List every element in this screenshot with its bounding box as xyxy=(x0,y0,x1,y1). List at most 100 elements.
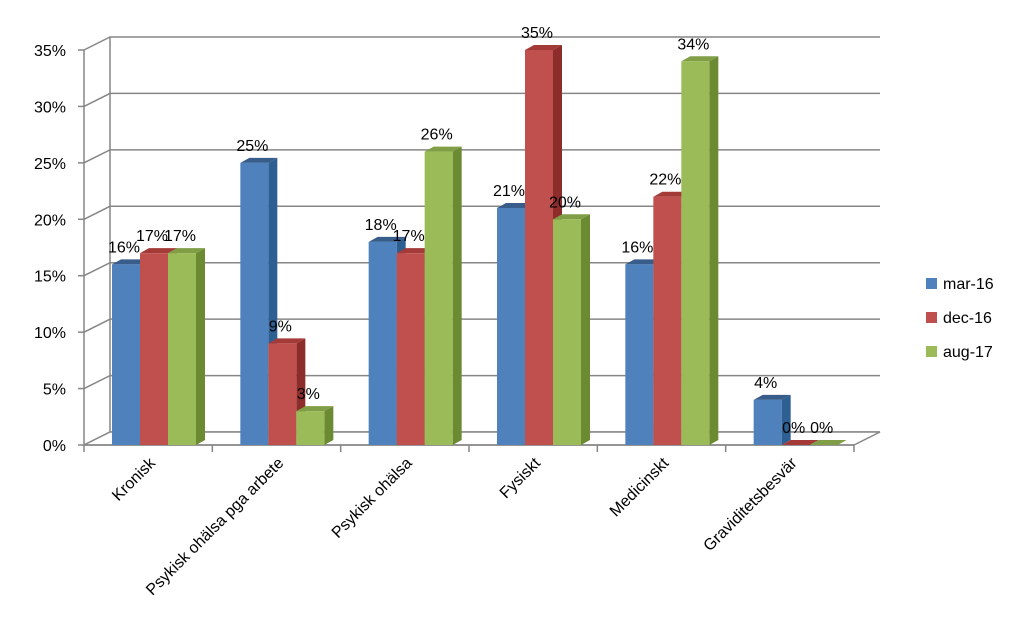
category-label: Graviditetsbesvär xyxy=(701,454,802,555)
legend-item-dec-16: dec-16 xyxy=(926,310,992,327)
bar-side xyxy=(196,248,205,445)
data-label: 18% xyxy=(365,217,397,234)
data-label: 16% xyxy=(108,239,140,256)
bar-top xyxy=(809,440,847,445)
legend-item-aug-17: aug-17 xyxy=(926,344,993,361)
bar-top xyxy=(396,248,434,254)
bar-front xyxy=(653,196,682,445)
bar-front xyxy=(368,241,397,445)
bar-side xyxy=(781,394,791,445)
bar-front xyxy=(296,411,325,445)
bar-top xyxy=(424,146,462,152)
bar-top xyxy=(553,214,590,220)
gridline xyxy=(83,36,880,51)
data-label: 34% xyxy=(677,36,709,53)
bar-front xyxy=(681,61,710,446)
bar-front xyxy=(753,399,782,445)
data-label: 0% xyxy=(782,420,805,437)
gridline xyxy=(83,318,880,333)
bar-top xyxy=(168,248,205,254)
y-tick-label: 10% xyxy=(34,325,66,342)
bar-top xyxy=(781,440,819,445)
bar-front xyxy=(268,343,297,445)
bar-top xyxy=(112,259,149,265)
data-label: 16% xyxy=(621,239,653,256)
category-label: Kronisk xyxy=(109,454,159,504)
legend-label: aug-17 xyxy=(943,344,993,361)
legend-swatch xyxy=(926,278,937,289)
legend-label: mar-16 xyxy=(943,276,994,293)
bars xyxy=(112,45,847,446)
data-label: 17% xyxy=(136,228,168,245)
bar-top xyxy=(625,259,663,265)
bar-dec-16-6 xyxy=(781,440,819,445)
gridline xyxy=(83,149,880,164)
bar-front xyxy=(497,208,525,445)
category-label: Medicinskt xyxy=(607,454,673,520)
data-label: 20% xyxy=(549,194,581,211)
y-tick-label: 15% xyxy=(34,269,66,286)
bar-front xyxy=(168,253,196,445)
gridline xyxy=(83,205,880,220)
y-tick-label: 0% xyxy=(43,438,66,455)
data-label: 25% xyxy=(236,138,268,155)
bar-side xyxy=(581,214,590,445)
data-labels: 16%17%17%25%9%3%18%17%26%21%35%20%16%22%… xyxy=(108,25,833,437)
legend-item-mar-16: mar-16 xyxy=(926,276,994,293)
bar-mar-16-6 xyxy=(753,394,791,445)
bar-front xyxy=(424,151,453,446)
data-label: 35% xyxy=(521,25,553,42)
bar-front xyxy=(140,253,168,445)
data-label: 0% xyxy=(810,420,833,437)
category-label: Psykisk ohälsa pga arbete xyxy=(143,455,287,599)
bar-top xyxy=(681,56,719,62)
bar-side xyxy=(324,406,334,445)
y-tick-label: 30% xyxy=(34,99,66,116)
gridline xyxy=(83,92,880,108)
bar-top xyxy=(268,338,306,344)
bar-side xyxy=(709,56,719,446)
bar-top xyxy=(525,45,562,50)
data-label: 17% xyxy=(164,228,196,245)
bar-front xyxy=(625,264,654,445)
y-axis: 0% 5% 10% 15% 20% 25% 30% 35% xyxy=(34,43,66,455)
bar-front xyxy=(112,264,140,445)
bar-aug-17-2 xyxy=(296,406,334,445)
data-label: 9% xyxy=(269,318,292,335)
bar-front xyxy=(240,162,269,445)
y-tick-label: 25% xyxy=(34,156,66,173)
category-label: Psykisk ohälsa xyxy=(329,455,416,542)
y-tick-label: 35% xyxy=(34,43,66,60)
data-label: 26% xyxy=(421,127,453,144)
y-tick-label: 20% xyxy=(34,212,66,229)
bar-aug-17-3 xyxy=(424,146,462,446)
legend-label: dec-16 xyxy=(943,310,992,327)
bar-top xyxy=(753,394,791,400)
bar-front xyxy=(396,253,425,445)
y-tick-label: 5% xyxy=(43,382,66,399)
legend: mar-16 dec-16 aug-17 xyxy=(926,276,994,361)
gridline xyxy=(83,374,880,390)
gridline xyxy=(83,261,880,277)
bar-front xyxy=(553,219,581,445)
data-label: 22% xyxy=(649,172,681,189)
legend-swatch xyxy=(926,346,937,357)
bar-top xyxy=(296,406,334,412)
bar-top xyxy=(240,157,278,163)
bar-aug-17-5 xyxy=(681,56,719,446)
bar-aug-17-1 xyxy=(168,248,205,445)
bar-aug-17-4 xyxy=(553,214,590,445)
data-label: 17% xyxy=(393,228,425,245)
bar-front xyxy=(525,50,553,445)
legend-swatch xyxy=(926,312,937,323)
bar-top xyxy=(368,236,406,242)
bar-side xyxy=(452,146,462,446)
bar-top xyxy=(497,203,534,208)
category-label: Fysiskt xyxy=(497,454,545,502)
bar-top xyxy=(653,191,691,197)
bar-top xyxy=(140,248,177,254)
data-label: 21% xyxy=(493,183,525,200)
data-label: 3% xyxy=(297,386,320,403)
